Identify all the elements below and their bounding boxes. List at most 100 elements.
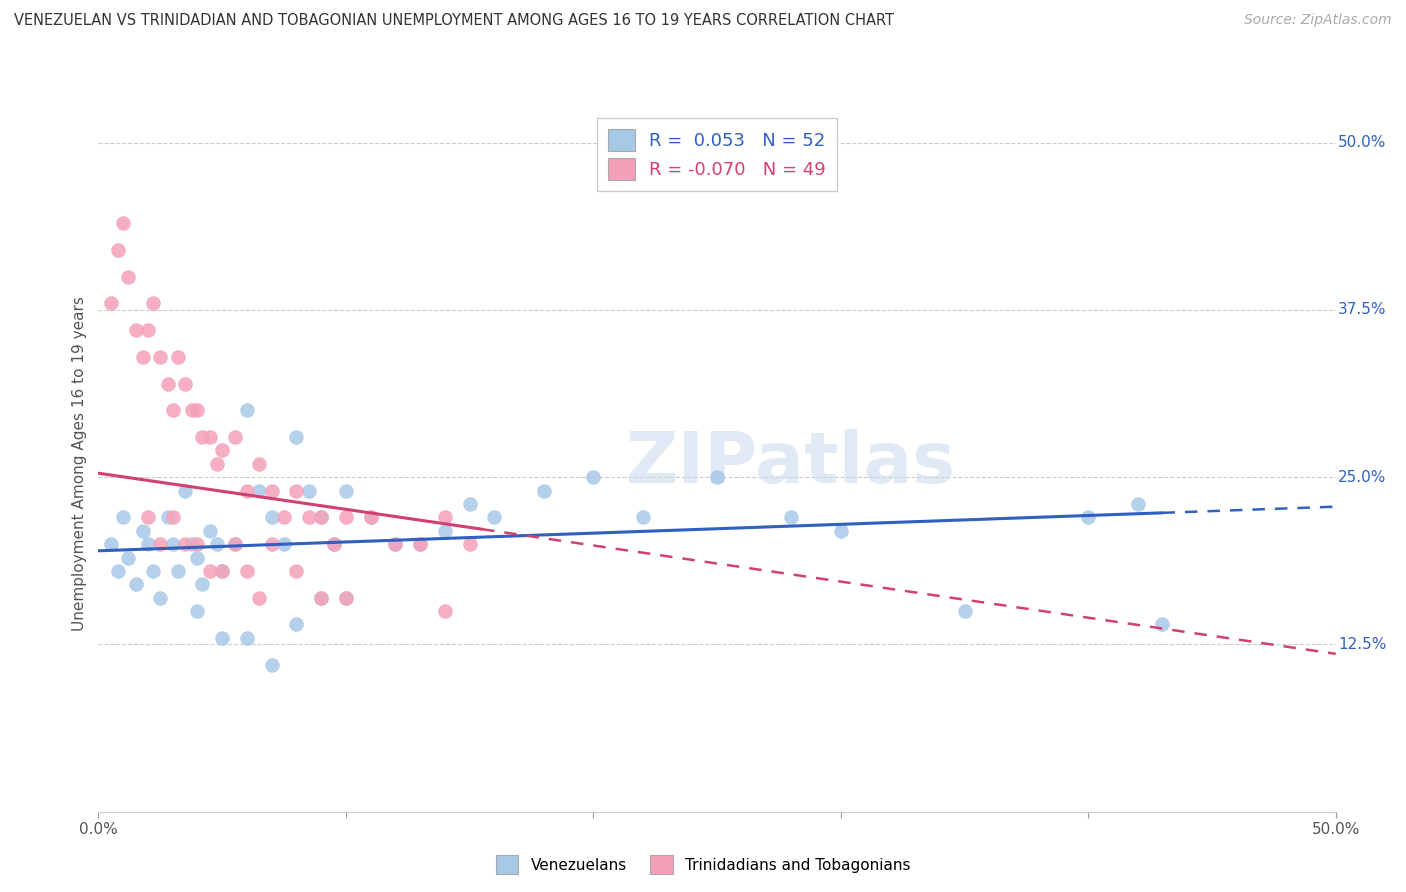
Text: 37.5%: 37.5% [1339,302,1386,318]
Point [322,537,344,551]
Point [162,403,184,417]
Point [174,483,197,498]
Point [124,577,146,591]
Point [706,470,728,484]
Point [149,350,172,364]
Point [335,591,357,605]
Point [273,510,295,524]
Point [236,631,259,645]
Point [458,537,481,551]
Point [236,564,259,578]
Point [136,323,159,337]
Legend: R =  0.053   N = 52, R = -0.070   N = 49: R = 0.053 N = 52, R = -0.070 N = 49 [598,118,837,191]
Point [156,376,179,391]
Point [236,483,259,498]
Point [335,591,357,605]
Point [107,564,129,578]
Point [260,657,283,672]
Point [384,537,406,551]
Text: ZIPatlas: ZIPatlas [626,429,956,499]
Point [260,510,283,524]
Point [211,631,233,645]
Point [409,537,432,551]
Point [285,483,308,498]
Point [117,550,139,565]
Text: Source: ZipAtlas.com: Source: ZipAtlas.com [1244,13,1392,28]
Point [335,510,357,524]
Point [149,591,172,605]
Point [433,604,456,618]
Point [211,564,233,578]
Point [149,537,172,551]
Point [198,430,221,444]
Point [360,510,382,524]
Point [112,216,135,230]
Point [166,564,188,578]
Point [273,537,295,551]
Point [117,269,139,284]
Point [247,483,270,498]
Point [236,403,259,417]
Point [211,564,233,578]
Text: VENEZUELAN VS TRINIDADIAN AND TOBAGONIAN UNEMPLOYMENT AMONG AGES 16 TO 19 YEARS : VENEZUELAN VS TRINIDADIAN AND TOBAGONIAN… [14,13,894,29]
Point [142,564,165,578]
Point [107,243,129,257]
Point [285,617,308,632]
Point [384,537,406,551]
Point [360,510,382,524]
Point [205,457,228,471]
Point [186,604,208,618]
Point [162,537,184,551]
Point [142,296,165,310]
Point [309,591,332,605]
Point [162,510,184,524]
Point [1077,510,1099,524]
Point [174,537,197,551]
Point [260,537,283,551]
Point [433,510,456,524]
Point [1126,497,1149,511]
Point [335,483,357,498]
Point [166,350,188,364]
Point [224,430,246,444]
Point [181,403,204,417]
Point [186,550,208,565]
Point [186,403,208,417]
Point [205,537,228,551]
Point [1152,617,1174,632]
Point [181,537,204,551]
Point [224,537,246,551]
Point [953,604,976,618]
Point [309,510,332,524]
Point [132,524,155,538]
Point [224,537,246,551]
Point [247,591,270,605]
Point [136,510,159,524]
Point [112,510,135,524]
Legend: Venezuelans, Trinidadians and Tobagonians: Venezuelans, Trinidadians and Tobagonian… [489,849,917,880]
Point [100,537,122,551]
Point [582,470,605,484]
Y-axis label: Unemployment Among Ages 16 to 19 years: Unemployment Among Ages 16 to 19 years [72,296,87,632]
Point [132,350,155,364]
Point [484,510,506,524]
Point [309,510,332,524]
Point [191,577,214,591]
Point [285,564,308,578]
Point [433,524,456,538]
Point [247,457,270,471]
Point [186,537,208,551]
Point [309,591,332,605]
Text: 50.0%: 50.0% [1339,136,1386,150]
Point [191,430,214,444]
Text: 25.0%: 25.0% [1339,470,1386,484]
Text: 12.5%: 12.5% [1339,637,1386,652]
Point [124,323,146,337]
Point [100,296,122,310]
Point [322,537,344,551]
Point [198,524,221,538]
Point [631,510,654,524]
Point [136,537,159,551]
Point [198,564,221,578]
Point [409,537,432,551]
